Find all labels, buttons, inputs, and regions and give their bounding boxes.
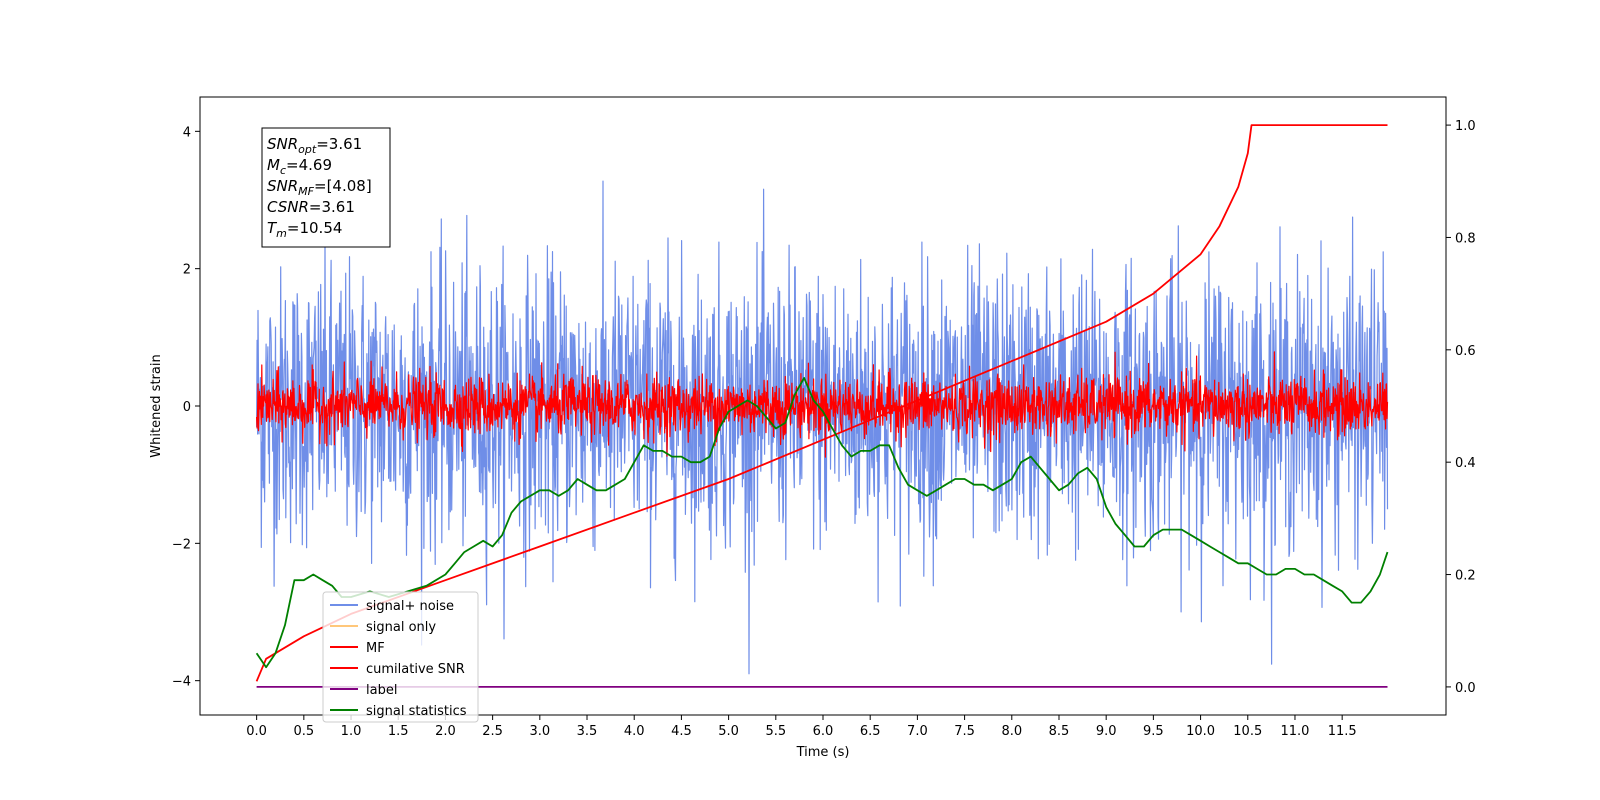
x-tick-label: 7.0 xyxy=(907,724,928,739)
x-tick-label: 2.0 xyxy=(435,724,456,739)
x-tick-label: 3.0 xyxy=(529,724,550,739)
annotation-box xyxy=(261,127,391,248)
annotation-line: Mc=4.69 xyxy=(267,156,332,177)
y-tick-label: 4 xyxy=(183,125,191,140)
y-tick-label: 2 xyxy=(183,263,191,278)
y-tick-label: −4 xyxy=(172,675,191,690)
x-tick-label: 9.5 xyxy=(1143,724,1164,739)
y-right-tick-label: 0.0 xyxy=(1455,681,1476,696)
y-axis-label: Whitened strain xyxy=(149,354,164,457)
x-tick-label: 11.0 xyxy=(1280,724,1309,739)
annotation-line: Tm=10.54 xyxy=(267,219,342,240)
y-axis-right: 0.0 0.2 0.4 0.6 0.8 1.0 xyxy=(1446,119,1476,696)
x-tick-label: 4.0 xyxy=(624,724,645,739)
x-axis: 0.0 0.5 1.0 1.5 2.0 2.5 3.0 3.5 4.0 4.5 5.0 5.5 6.0 6… xyxy=(246,715,1357,739)
x-axis-label: Time (s) xyxy=(796,745,850,760)
y-right-tick-label: 0.6 xyxy=(1455,344,1476,359)
annotation-line: SNRopt=3.61 xyxy=(267,135,362,156)
y-tick-label: 0 xyxy=(183,400,191,415)
y-tick-label: −2 xyxy=(172,537,191,552)
legend-label: cumilative SNR xyxy=(366,662,465,677)
x-tick-label: 10.5 xyxy=(1233,724,1262,739)
x-tick-label: 1.5 xyxy=(388,724,409,739)
x-tick-label: 7.5 xyxy=(954,724,975,739)
y-right-tick-label: 0.2 xyxy=(1455,569,1476,584)
legend-label: label xyxy=(366,683,397,698)
legend-label: signal statistics xyxy=(366,704,467,719)
legend-label: MF xyxy=(366,641,385,656)
x-tick-label: 9.0 xyxy=(1096,724,1117,739)
series-signal-statistics xyxy=(255,377,1389,669)
legend-box xyxy=(322,591,479,723)
legend: signal+ noise signal only MF cumilative SNR… xyxy=(322,591,479,723)
x-tick-label: 2.5 xyxy=(482,724,503,739)
annotation-line: CSNR=3.61 xyxy=(267,198,355,216)
x-tick-label: 4.5 xyxy=(671,724,692,739)
y-right-tick-label: 1.0 xyxy=(1455,119,1476,134)
x-tick-label: 10.0 xyxy=(1186,724,1215,739)
x-tick-label: 11.5 xyxy=(1328,724,1357,739)
x-tick-label: 1.0 xyxy=(341,724,362,739)
x-tick-label: 0.0 xyxy=(246,724,267,739)
x-tick-label: 5.0 xyxy=(718,724,739,739)
y-right-tick-label: 0.8 xyxy=(1455,231,1476,246)
x-tick-label: 8.0 xyxy=(1001,724,1022,739)
series-mf xyxy=(256,351,1389,458)
y-right-tick-label: 0.4 xyxy=(1455,456,1476,471)
x-tick-label: 3.5 xyxy=(577,724,598,739)
y-axis-left: −4 −2 0 2 4 xyxy=(172,125,200,690)
x-tick-label: 0.5 xyxy=(293,724,314,739)
annotation-line: SNRMF=[4.08] xyxy=(267,177,372,198)
x-tick-label: 6.5 xyxy=(860,724,881,739)
legend-label: signal only xyxy=(366,620,436,635)
x-tick-label: 6.0 xyxy=(813,724,834,739)
legend-label: signal+ noise xyxy=(366,599,454,614)
x-tick-label: 5.5 xyxy=(765,724,786,739)
x-tick-label: 8.5 xyxy=(1049,724,1070,739)
